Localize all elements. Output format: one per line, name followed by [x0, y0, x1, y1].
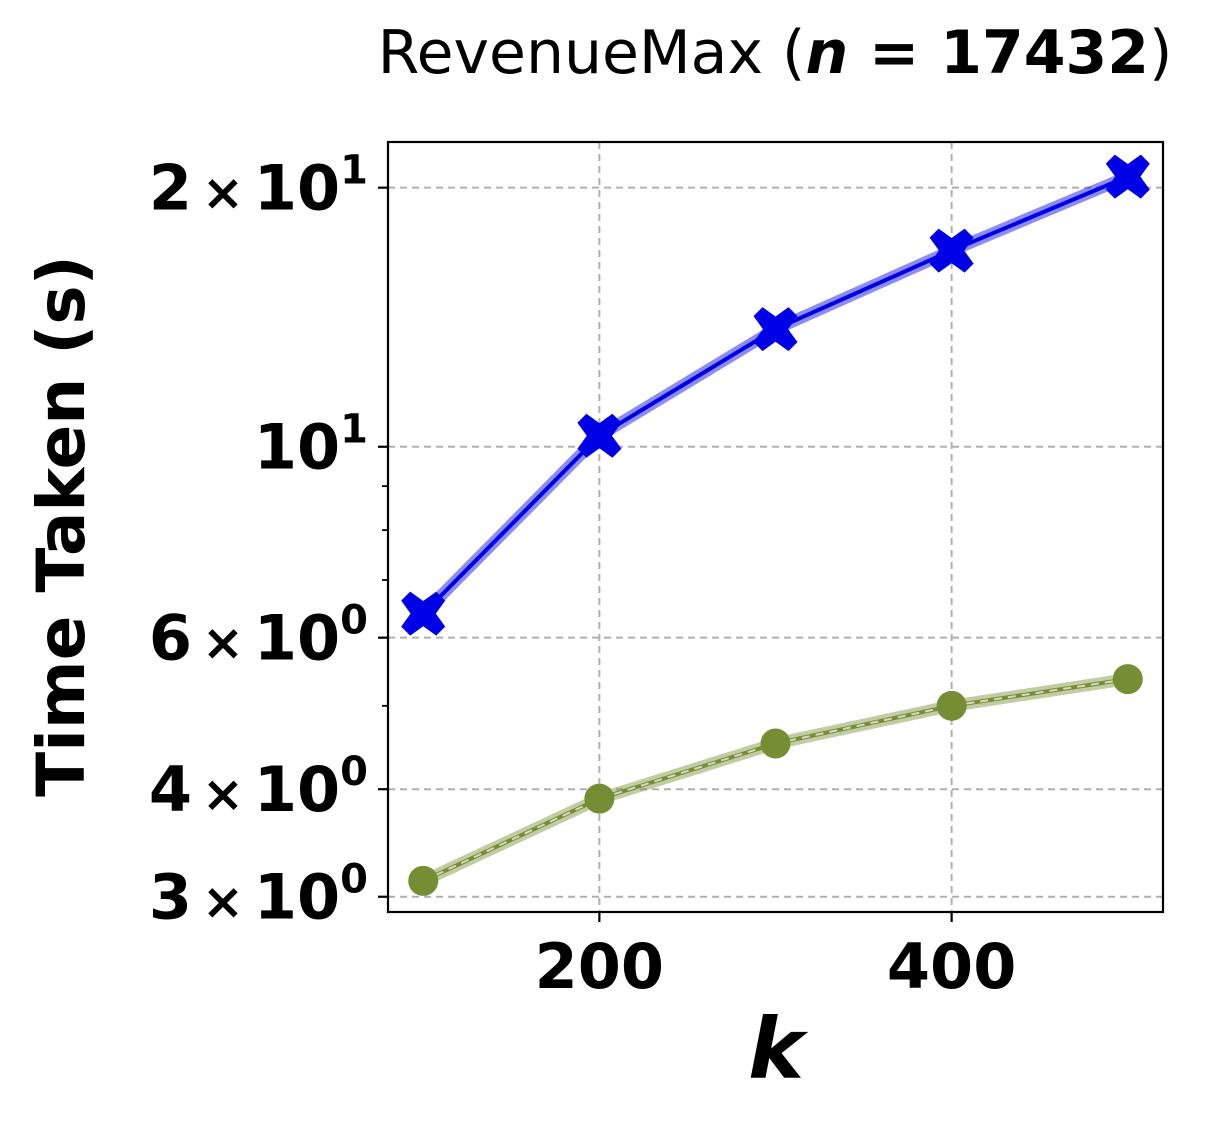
y-tick-label: 3 × 100: [149, 857, 368, 934]
y-axis-label: Time Taken (s): [23, 255, 100, 797]
data-point-circle-marker: [936, 690, 967, 721]
y-tick-label: 2 × 101: [149, 148, 368, 225]
data-point-circle-marker: [408, 865, 439, 896]
x-axis: 200 400: [535, 912, 1016, 1003]
data-point-circle-marker: [760, 728, 791, 759]
y-tick-label: 4 × 100: [149, 749, 368, 826]
y-tick-label: 6 × 100: [149, 598, 368, 675]
data-point-x-marker: [577, 413, 622, 458]
x-axis-label: k: [748, 1000, 809, 1098]
series-band: [420, 673, 1129, 887]
data-point-x-marker: [929, 228, 974, 273]
series-layer: [401, 154, 1150, 896]
y-axis: 2 × 101 101 6 × 100 4 × 100 3 × 100: [149, 148, 388, 934]
y-tick-label: 101: [254, 407, 368, 484]
data-point-x-marker: [1105, 154, 1150, 199]
data-point-x-marker: [401, 591, 446, 636]
data-point-circle-marker: [1112, 664, 1143, 695]
series-mean-line: [422, 678, 1128, 882]
x-tick-label: 400: [887, 930, 1016, 1003]
series-line: [421, 174, 1129, 616]
plot-frame: [386, 140, 1165, 914]
data-point-x-marker: [753, 307, 798, 352]
series-line: [422, 677, 1129, 883]
data-point-circle-marker: [584, 783, 615, 814]
x-tick-label: 200: [535, 930, 664, 1003]
chart-title: RevenueMax (n = 17432): [378, 18, 1173, 88]
series-band: [418, 171, 1131, 618]
grid: [388, 142, 1163, 912]
